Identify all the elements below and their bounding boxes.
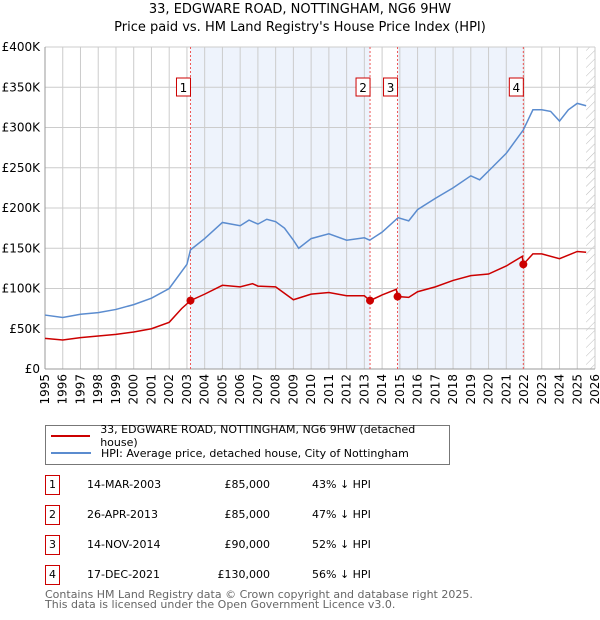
sale-date: 14-NOV-2014: [87, 538, 161, 551]
sale-point-3: [393, 292, 402, 301]
y-tick-label: £50K: [9, 322, 41, 336]
x-tick-label: 1996: [56, 374, 70, 405]
sale-label-1: 1: [180, 81, 188, 95]
x-tick-label: 1999: [109, 374, 123, 405]
hpi-line: [44, 102, 587, 319]
x-tick-label: 2012: [340, 374, 354, 405]
x-tick-label: 2006: [233, 374, 247, 405]
sale-label-4: 4: [513, 81, 521, 95]
sale-number: 2: [45, 505, 60, 525]
sale-hpi-diff: 43% ↓ HPI: [312, 478, 371, 491]
footer: Contains HM Land Registry data © Crown c…: [45, 588, 473, 611]
sale-date: 14-MAR-2003: [87, 478, 162, 491]
x-tick-label: 1997: [73, 374, 87, 405]
sale-point-1: [186, 296, 195, 305]
x-tick-label: 1995: [38, 374, 52, 405]
property-price-line: [44, 250, 587, 341]
y-tick-label: £100K: [2, 282, 42, 296]
y-tick-label: £150K: [2, 241, 42, 255]
x-tick-label: 2026: [588, 374, 600, 405]
x-tick-label: 2015: [393, 374, 407, 405]
x-tick-label: 2003: [180, 374, 194, 405]
x-tick-label: 2016: [411, 374, 425, 405]
chart-subtitle: Price paid vs. HM Land Registry's House …: [114, 20, 486, 35]
sale-hpi-diff: 56% ↓ HPI: [312, 568, 371, 581]
x-tick-label: 1998: [91, 374, 105, 405]
sale-label-box-2: [355, 77, 371, 97]
x-tick-label: 2024: [553, 374, 567, 405]
sale-price: £90,000: [224, 538, 271, 551]
sale-label-box-3: [383, 77, 399, 97]
x-tick-label: 2004: [198, 374, 212, 405]
sale-label-box-4: [508, 77, 524, 97]
footer-line-1: Contains HM Land Registry data © Crown c…: [45, 588, 473, 601]
x-tick-label: 2017: [428, 374, 442, 405]
plot-area: 1995 1996 1997 1998 1999 2000 2001 2002 2003 2004…: [2, 40, 600, 405]
sale-date: 26-APR-2013: [87, 508, 159, 521]
x-tick-label: 2014: [375, 374, 389, 405]
legend: 33, EDGWARE ROAD, NOTTINGHAM, NG6 9HW (d…: [45, 423, 450, 465]
x-tick-label: 2020: [482, 374, 496, 405]
x-tick-label: 2011: [322, 374, 336, 405]
sale-date: 17-DEC-2021: [87, 568, 161, 581]
legend-swatch-property: [51, 435, 91, 437]
legend-label-property: 33, EDGWARE ROAD, NOTTINGHAM, NG6 9HW (d…: [100, 423, 416, 449]
sale-hpi-diff: 52% ↓ HPI: [312, 538, 371, 551]
y-tick-label: £200K: [2, 201, 42, 215]
x-tick-label: 2023: [535, 374, 549, 405]
legend-label-hpi: HPI: Average price, detached house, City…: [101, 446, 409, 460]
x-tick-label: 2022: [517, 374, 531, 405]
x-tick-label: 2001: [144, 374, 158, 405]
x-tick-label: 2002: [162, 374, 176, 405]
x-tick-label: 2009: [286, 374, 300, 405]
sale-number: 1: [45, 475, 60, 495]
x-tick-label: 2018: [446, 374, 460, 405]
chart-title: 33, EDGWARE ROAD, NOTTINGHAM, NG6 9HW: [148, 2, 452, 17]
x-tick-label: 2008: [269, 374, 283, 405]
y-tick-label: £250K: [2, 161, 42, 175]
x-tick-label: 2005: [215, 374, 229, 405]
footer-line-2: This data is licensed under the Open Gov…: [45, 598, 396, 611]
x-tick-label: 2013: [357, 374, 371, 405]
legend-swatch-hpi: [51, 452, 91, 454]
sale-hpi-diff: 47% ↓ HPI: [312, 508, 371, 521]
x-tick-label: 2019: [464, 374, 478, 405]
sale-price: £85,000: [224, 508, 271, 521]
x-tick-label: 2000: [127, 374, 141, 405]
sale-number: 3: [45, 535, 60, 555]
sale-price: £130,000: [217, 568, 271, 581]
x-tick-label: 2021: [499, 374, 513, 405]
sale-label-3: 3: [387, 81, 395, 95]
sale-label-box-1: [175, 77, 191, 97]
y-tick-label: £0: [25, 362, 40, 376]
y-tick-label: £300K: [2, 121, 42, 135]
y-tick-label: £400K: [2, 40, 42, 54]
x-tick-label: 2010: [304, 374, 318, 405]
x-tick-label: 2025: [570, 374, 584, 405]
sale-number: 4: [45, 565, 60, 585]
sale-label-2: 2: [359, 81, 367, 95]
x-tick-label: 2007: [251, 374, 265, 405]
sale-point-4: [519, 260, 528, 269]
sale-price: £85,000: [224, 478, 271, 491]
y-tick-label: £350K: [2, 80, 42, 94]
sale-point-2: [366, 296, 375, 305]
